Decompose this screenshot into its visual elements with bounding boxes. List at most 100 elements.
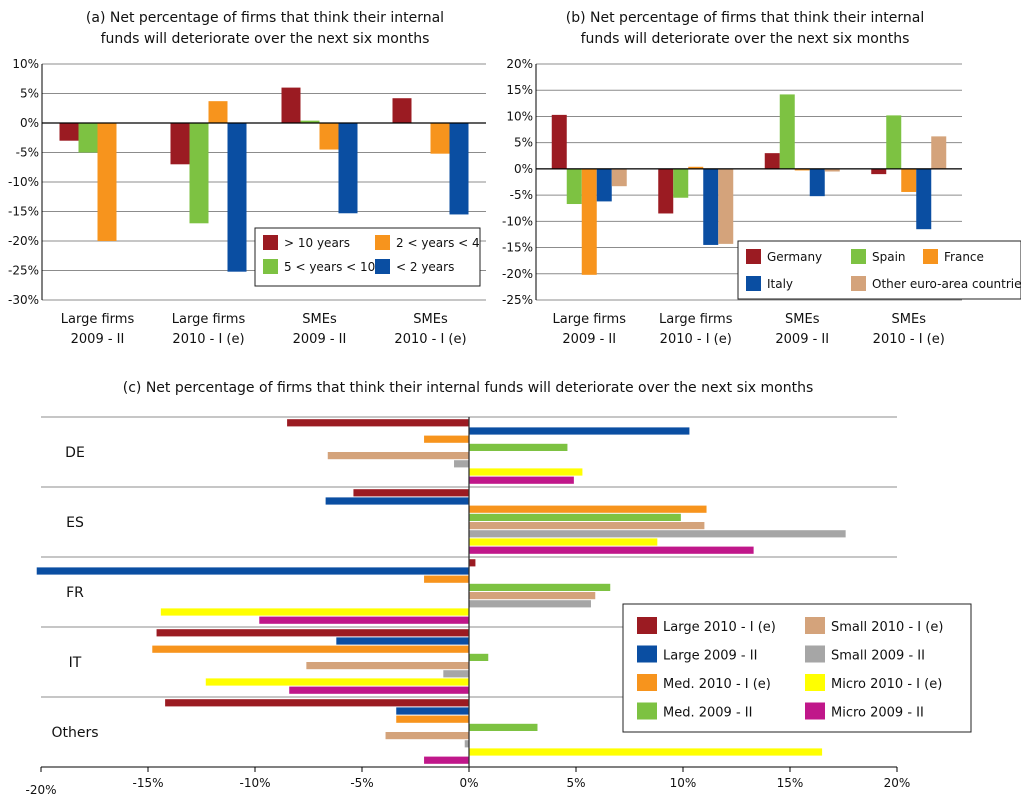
bar-other-euro-area-countries [611,168,627,187]
bar-other-euro-area-countries [824,168,840,172]
x-tick-label: 10% [670,776,697,790]
bar-2-years-4 [430,123,450,154]
y-tick-label: 10% [12,57,39,71]
legend-box [622,603,972,733]
chart-title-line: funds will deteriorate over the next six… [581,31,910,47]
y-tick-label: 0% [20,116,39,130]
bar-micro-2009-ii [289,686,469,694]
y-tick-label: -20% [502,267,533,281]
x-category-label: Large firms [553,312,627,327]
bar-med-2009-ii [469,653,489,661]
x-category-label: Large firms [61,312,135,327]
legend-label: Med. 2009 - II [663,706,752,721]
legend-swatch [263,259,278,274]
bar-large-2010-i-e- [156,629,469,637]
legend-swatch [746,249,761,264]
legend-label: Italy [767,277,793,291]
legend-label: Other euro-area countries [872,277,1021,291]
legend-swatch [375,259,390,274]
x-category-label: 2009 - II [293,332,347,347]
bar-spain [779,94,795,169]
x-category-label: 2010 - I (e) [172,332,244,347]
legend-label: France [944,250,984,264]
bar--10-years [281,87,301,123]
y-tick-label: -25% [502,293,533,307]
x-category-label: 2009 - II [562,332,616,347]
bar-spain [886,115,902,169]
bar-micro-2009-ii [469,546,754,554]
legend-label: Med. 2010 - I (e) [663,677,771,692]
bar-small-2010-i-e- [385,732,469,740]
bar-med-2010-i-e- [152,645,469,653]
bar-small-2009-ii [443,670,469,678]
chart-title: (c) Net percentage of firms that think t… [123,380,814,396]
bar-small-2010-i-e- [469,592,596,600]
y-tick-label: 15% [506,83,533,97]
bar-med-2010-i-e- [469,505,707,513]
bar-italy [703,168,719,245]
x-category-label: Large firms [172,312,246,327]
bar-large-2010-i-e- [469,559,476,567]
legend-label: Micro 2010 - I (e) [831,677,942,692]
bar-small-2009-ii [469,530,846,538]
bar-large-2009-ii [469,427,690,435]
bar-micro-2010-i-e- [469,538,658,546]
y-tick-label: -15% [8,205,39,219]
bar-large-2010-i-e- [353,489,469,497]
legend-label: > 10 years [284,236,350,250]
legend-swatch [805,674,825,691]
chart-c: (c) Net percentage of firms that think t… [25,380,972,797]
y-tick-label: 5% [20,87,39,101]
bar-micro-2010-i-e- [205,678,469,686]
bar--2-years [227,123,247,272]
x-category-label: 2009 - II [71,332,125,347]
bar-micro-2009-ii [469,476,574,484]
y-tick-label: 0% [514,162,533,176]
legend-label: Spain [872,250,906,264]
chart-title-line: (a) Net percentage of firms that think t… [86,10,444,26]
legend-swatch [746,276,761,291]
bar-med-2009-ii [469,723,538,731]
bar-large-2010-i-e- [165,699,469,707]
bar-micro-2009-ii [424,756,469,764]
legend-swatch [851,249,866,264]
chart-title-line: (b) Net percentage of firms that think t… [566,10,924,26]
y-tick-label: -30% [8,293,39,307]
x-tick-label: -10% [239,776,270,790]
legend-box [737,240,1021,300]
bar-germany [658,168,674,214]
y-tick-label: -10% [8,175,39,189]
legend-swatch [375,235,390,250]
bar-small-2010-i-e- [469,522,705,530]
bar-germany [551,114,567,169]
bar-france [581,168,597,275]
y-tick-label: -20% [8,234,39,248]
bar-med-2009-ii [469,513,681,521]
bar-small-2010-i-e- [327,452,469,460]
y-tick-label: -25% [8,264,39,278]
y-category-label: ES [66,515,84,531]
y-tick-label: -5% [510,188,533,202]
y-tick-label: -5% [16,146,39,160]
x-tick-label: 20% [884,776,911,790]
bar-large-2010-i-e- [287,419,469,427]
bar-med-2010-i-e- [396,715,469,723]
legend-label: Large 2010 - I (e) [663,620,776,635]
y-category-label: Others [51,725,98,741]
bar-france [794,168,810,171]
x-category-label: 2010 - I (e) [660,332,732,347]
chart-title-line: funds will deteriorate over the next six… [101,31,430,47]
legend-swatch [923,249,938,264]
bar-2-years-4 [319,123,339,150]
bar-med-2009-ii [469,583,611,591]
legend-label: < 2 years [396,260,454,274]
bar-5-years-10 [78,123,98,153]
legend-swatch [851,276,866,291]
x-category-label: SMEs [302,312,337,327]
bar-italy [809,168,825,197]
bar-other-euro-area-countries [718,168,734,244]
bar-germany [871,168,887,175]
legend-label: 5 < years < 10 [284,260,375,274]
bar-small-2009-ii [464,740,469,748]
y-category-label: IT [69,655,82,671]
